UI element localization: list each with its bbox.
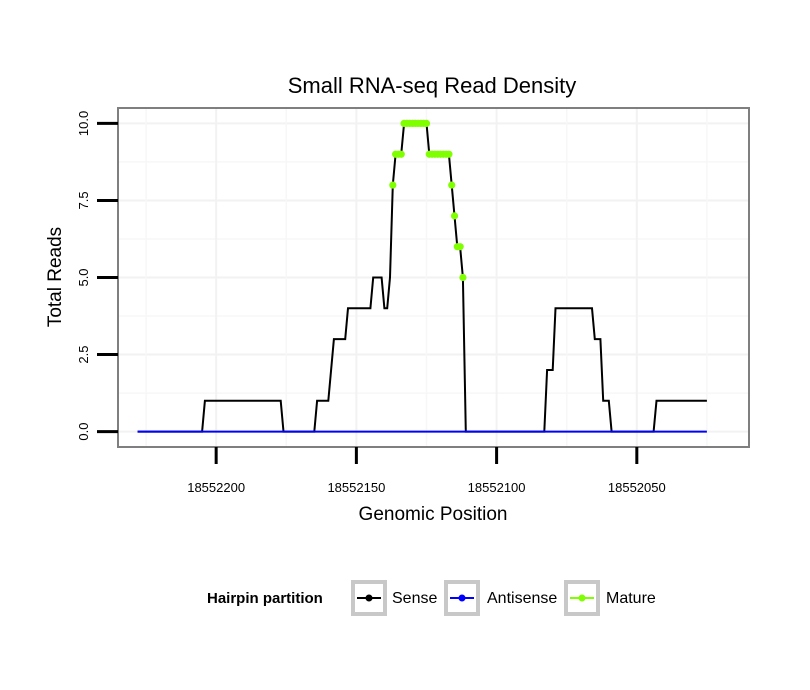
- y-tick-label: 10.0: [76, 111, 91, 136]
- legend-entries: Sense Antisense Mature: [351, 580, 656, 616]
- mature-point: [450, 212, 459, 220]
- x-tick-label: 18552050: [608, 480, 666, 495]
- y-axis: 0.0 2.5 5.0 7.5 10.0: [76, 111, 118, 441]
- mature-point: [456, 243, 464, 251]
- y-tick-label: 5.0: [76, 268, 91, 286]
- legend-item-antisense: Antisense: [444, 580, 557, 616]
- y-tick-label: 0.0: [76, 423, 91, 441]
- y-tick-label: 2.5: [76, 346, 91, 364]
- mature-point: [389, 181, 397, 189]
- x-tick-label: 18552150: [327, 480, 385, 495]
- y-tick-label: 7.5: [76, 191, 91, 209]
- legend-label: Antisense: [487, 590, 557, 607]
- legend-key-point: [365, 594, 373, 602]
- mature-point: [448, 181, 456, 189]
- x-tick-label: 18552100: [468, 480, 526, 495]
- legend: Hairpin partition Sense Antisense Mature: [207, 580, 656, 616]
- legend-label: Mature: [606, 590, 656, 607]
- legend-key-point: [578, 594, 586, 602]
- series-mature: [389, 119, 467, 282]
- legend-label: Sense: [392, 590, 437, 607]
- legend-key-point: [458, 594, 466, 602]
- x-axis-title: Genomic Position: [359, 504, 508, 525]
- chart-title: Small RNA-seq Read Density: [288, 73, 577, 98]
- mature-point: [422, 119, 431, 128]
- x-axis: 18552200 18552150 18552100 18552050: [187, 447, 666, 495]
- mature-point: [397, 150, 405, 158]
- plot-area: [117, 107, 750, 448]
- legend-item-mature: Mature: [564, 580, 656, 616]
- series-layer: [137, 119, 707, 433]
- grid-lines: [118, 108, 749, 447]
- x-tick-label: 18552200: [187, 480, 245, 495]
- legend-item-sense: Sense: [351, 580, 437, 616]
- y-axis-title: Total Reads: [45, 227, 66, 327]
- mature-point: [459, 273, 467, 282]
- mature-point: [445, 150, 453, 158]
- legend-title: Hairpin partition: [207, 590, 323, 607]
